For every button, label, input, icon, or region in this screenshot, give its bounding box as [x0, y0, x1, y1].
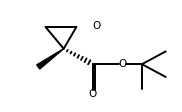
Text: O: O: [89, 89, 97, 99]
Text: O: O: [118, 59, 127, 69]
Polygon shape: [37, 49, 64, 69]
Text: O: O: [92, 21, 101, 31]
